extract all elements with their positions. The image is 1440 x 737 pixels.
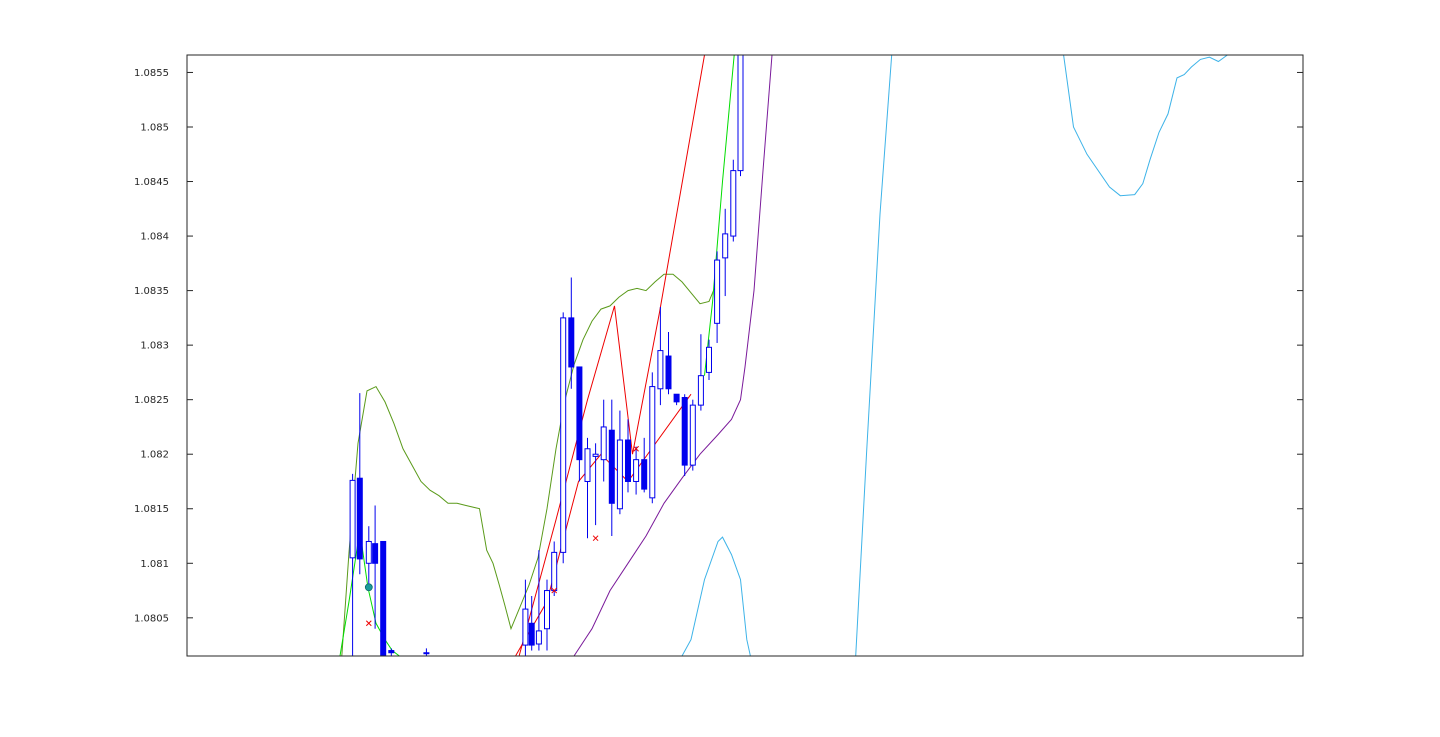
candle xyxy=(365,526,372,591)
y-tick-label: 1.085 xyxy=(140,122,169,133)
candle xyxy=(722,208,729,297)
candle xyxy=(349,473,356,656)
candle-body xyxy=(737,55,744,172)
candle xyxy=(568,277,575,389)
candle-body xyxy=(600,426,607,461)
candle-body xyxy=(706,346,712,373)
candle-body xyxy=(576,366,583,461)
candle xyxy=(522,579,529,656)
series-line-9 xyxy=(1063,55,1228,197)
candle xyxy=(706,339,712,381)
candle-body xyxy=(584,448,591,482)
candle xyxy=(625,419,631,493)
candle xyxy=(356,393,363,575)
series-line-6 xyxy=(573,55,773,656)
y-tick-label: 1.081 xyxy=(140,559,169,570)
candle-body xyxy=(592,453,599,457)
candle-body xyxy=(560,317,567,553)
candle xyxy=(633,446,640,495)
y-tick-label: 1.083 xyxy=(140,341,169,352)
candle-body xyxy=(722,233,729,259)
y-tick-label: 1.084 xyxy=(140,232,169,243)
candle-body xyxy=(388,650,395,654)
candle xyxy=(681,394,688,477)
candle xyxy=(592,443,599,526)
candle-body xyxy=(356,477,363,560)
candle xyxy=(689,399,696,471)
candle-body xyxy=(544,590,550,630)
candle xyxy=(372,505,379,629)
candle xyxy=(730,159,737,242)
y-tick-label: 1.0835 xyxy=(134,286,169,297)
y-axis: 1.0805 1.081 1.0815 1.082 1.0825 1.083 1.0835 1… xyxy=(134,68,1303,624)
candle-body xyxy=(616,439,623,510)
candle-body xyxy=(689,404,696,466)
candle-body xyxy=(681,396,688,466)
candle xyxy=(657,306,664,406)
y-tick-label: 1.0855 xyxy=(134,68,169,79)
candle xyxy=(535,550,542,651)
candle-body xyxy=(673,393,680,403)
signal-cross xyxy=(633,445,639,452)
candle-body xyxy=(535,630,542,645)
candle-body xyxy=(568,317,575,368)
candle xyxy=(714,251,721,343)
series-line-3 xyxy=(704,55,735,376)
candle-body xyxy=(349,479,356,559)
candle-body xyxy=(423,652,430,655)
candle xyxy=(544,579,550,651)
candle xyxy=(584,437,591,539)
candle-body xyxy=(522,608,529,646)
y-tick-label: 1.082 xyxy=(140,450,169,461)
candle-body xyxy=(657,350,664,390)
candle-body xyxy=(528,622,535,646)
signal-cross xyxy=(365,620,372,627)
candle-body xyxy=(665,355,672,390)
candle xyxy=(665,332,672,395)
candle-body xyxy=(697,375,704,406)
candle-body xyxy=(365,540,372,564)
candle-body xyxy=(625,439,631,482)
signal-cross xyxy=(592,535,599,542)
candle-body xyxy=(649,386,656,499)
candle-body xyxy=(551,551,558,592)
marker-layer xyxy=(364,445,639,627)
y-tick-label: 1.0805 xyxy=(134,613,169,624)
candle-body xyxy=(380,540,387,656)
signal-cross xyxy=(551,587,558,594)
series-line-7 xyxy=(681,536,751,656)
candle-body xyxy=(372,543,379,564)
candle xyxy=(641,437,648,493)
candle xyxy=(737,55,744,177)
candle xyxy=(388,648,395,656)
candle xyxy=(697,334,704,411)
candle-body xyxy=(608,429,615,504)
candle xyxy=(673,393,680,406)
candle-layer xyxy=(349,55,744,656)
candle-body xyxy=(641,459,648,490)
candle xyxy=(560,312,567,564)
candle xyxy=(608,399,615,537)
y-tick-label: 1.0825 xyxy=(134,395,169,406)
candle-body xyxy=(714,259,721,324)
y-tick-label: 1.0815 xyxy=(134,504,169,515)
candle xyxy=(423,648,430,656)
candle xyxy=(600,399,607,482)
candle xyxy=(576,366,583,482)
series-line-1 xyxy=(341,273,715,656)
candle xyxy=(528,596,535,651)
candle-body xyxy=(633,459,640,482)
y-tick-label: 1.0845 xyxy=(134,177,169,188)
candle xyxy=(649,372,656,504)
series-line-8 xyxy=(855,55,893,656)
candle xyxy=(380,540,387,656)
candle-body xyxy=(730,170,737,237)
candle xyxy=(616,410,623,515)
axes-box xyxy=(186,54,1304,657)
series-line-5 xyxy=(518,55,705,656)
signal-dot xyxy=(364,583,373,592)
